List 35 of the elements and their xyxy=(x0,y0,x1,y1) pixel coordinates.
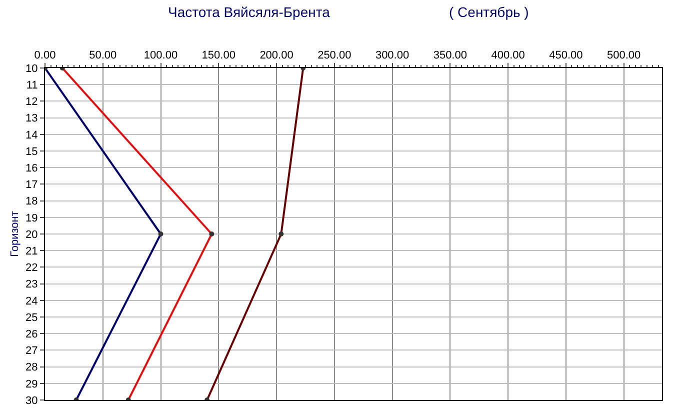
x-tick-label: 100.00 xyxy=(144,50,178,62)
y-tick-label: 28 xyxy=(26,362,38,374)
y-tick-label: 20 xyxy=(26,228,38,241)
y-tick-label: 24 xyxy=(26,295,38,308)
y-tick-label: 18 xyxy=(26,196,38,208)
y-tick-label: 30 xyxy=(26,394,38,407)
x-tick-label: 500.00 xyxy=(606,50,641,62)
y-tick-label: 21 xyxy=(26,245,38,258)
x-tick-label: 450.00 xyxy=(549,50,583,62)
x-tick-label: 50.00 xyxy=(89,50,117,62)
x-tick-label: 200.00 xyxy=(260,50,294,62)
y-tick-label: 26 xyxy=(26,328,38,340)
y-tick-label: 15 xyxy=(26,146,38,158)
y-tick-label: 13 xyxy=(26,112,38,125)
x-tick-label: 150.00 xyxy=(202,50,236,62)
x-tick-label: 0.00 xyxy=(34,50,56,62)
y-tick-label: 25 xyxy=(26,312,38,324)
x-tick-label: 300.00 xyxy=(375,50,410,62)
y-tick-label: 12 xyxy=(26,96,38,108)
y-tick-label: 22 xyxy=(26,262,38,274)
x-tick-label: 250.00 xyxy=(318,50,352,62)
y-tick-label: 27 xyxy=(26,345,38,358)
y-tick-label: 19 xyxy=(26,212,38,224)
y-tick-label: 10 xyxy=(26,62,38,75)
y-tick-label: 17 xyxy=(26,179,38,192)
x-tick-label: 400.00 xyxy=(491,50,525,62)
y-tick-label: 14 xyxy=(26,129,38,142)
y-axis-title: Горизонт xyxy=(9,211,22,257)
y-tick-label: 29 xyxy=(26,378,38,390)
chart-subtitle: ( Сентябрь ) xyxy=(449,4,529,20)
chart-title: Частота Вяйсяля-Брента xyxy=(168,4,330,20)
y-tick-label: 23 xyxy=(26,278,38,291)
y-tick-label: 11 xyxy=(26,79,38,92)
x-tick-label: 350.00 xyxy=(433,50,467,62)
y-tick-label: 16 xyxy=(26,162,38,174)
